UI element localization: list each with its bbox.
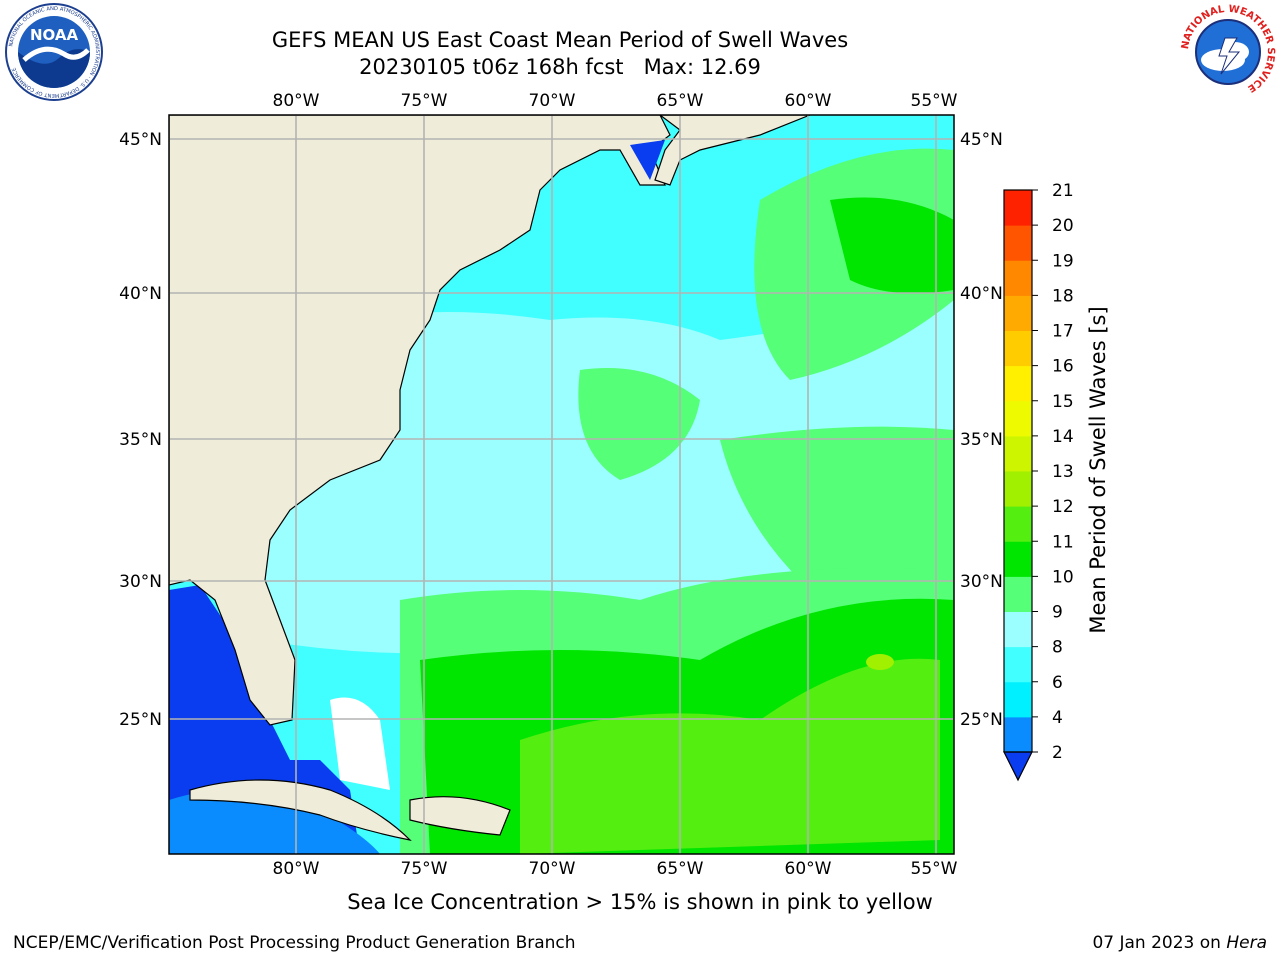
lat-label-right-40n: 40°N — [960, 284, 1003, 304]
map-area — [169, 115, 954, 854]
lon-label-bottom-70w: 70°W — [529, 859, 576, 879]
colorbar-segment — [1004, 471, 1032, 507]
lat-label-right-30n: 30°N — [960, 572, 1003, 592]
forecast-info: 20230105 t06z 168h fcst Max: 12.69 — [359, 55, 761, 79]
colorbar: 2 4 6 8 9 10 11 12 13 14 15 16 17 18 19 20 21 — [1003, 181, 1074, 782]
colorbar-segment — [1004, 681, 1032, 718]
colorbar-segment — [1004, 190, 1032, 226]
bahamas-no-data — [330, 697, 390, 790]
lon-label-bottom-65w: 65°W — [657, 859, 704, 879]
colorbar-tick-label: 19 — [1052, 251, 1074, 271]
colorbar-extend-triangle — [1003, 751, 1033, 782]
lon-label-top-75w: 75°W — [401, 91, 448, 111]
bay-of-fundy-low-period — [630, 140, 665, 180]
colorbar-segment — [1004, 295, 1032, 331]
lon-label-top-65w: 65°W — [657, 91, 704, 111]
colorbar-segment — [1004, 611, 1032, 648]
swell-zone-11-12s — [520, 658, 940, 854]
colorbar-tick-label: 4 — [1052, 708, 1063, 728]
hispaniola-landmass — [409, 796, 511, 836]
swell-zone-9-10s-east — [720, 426, 954, 600]
colorbar-title: Mean Period of Swell Waves [s] — [1086, 306, 1110, 633]
cuba-landmass — [189, 779, 412, 841]
nws-logo: NATIONAL WEATHER SERVICE — [1180, 4, 1276, 100]
map-subtitle: 20230105 t06z 168h fcst Max: 12.69 — [160, 54, 960, 80]
swell-zone-10-11s-ne — [830, 197, 954, 294]
lat-label-left-30n: 30°N — [119, 572, 162, 592]
colorbar-tick-label: 6 — [1052, 673, 1063, 693]
colorbar-tick-label: 10 — [1052, 567, 1074, 587]
colorbar-tick-label: 2 — [1052, 743, 1063, 763]
caribbean-low-period — [169, 790, 380, 854]
colorbar-tick-label: 8 — [1052, 638, 1063, 658]
lat-label-left-25n: 25°N — [119, 710, 162, 730]
lon-label-top-80w: 80°W — [273, 91, 320, 111]
gridlines — [169, 115, 954, 854]
lat-label-right-25n: 25°N — [960, 710, 1003, 730]
nova-scotia-landmass — [654, 115, 811, 186]
lon-label-bottom-75w: 75°W — [401, 859, 448, 879]
colorbar-tick-label: 9 — [1052, 603, 1063, 623]
colorbar-tick-label: 21 — [1052, 181, 1074, 201]
lon-label-top-60w: 60°W — [785, 91, 832, 111]
lat-label-left-45n: 45°N — [119, 130, 162, 150]
swell-max-patch — [866, 654, 894, 670]
colorbar-tick-label: 17 — [1052, 322, 1074, 342]
swell-zone-9-10s-mid — [578, 368, 700, 480]
colorbar-tick-label: 16 — [1052, 357, 1074, 377]
colorbar-tick-label: 20 — [1052, 216, 1074, 236]
colorbar-tick-label: 18 — [1052, 286, 1074, 306]
swell-zone-8-9s — [258, 300, 954, 654]
lat-label-left-35n: 35°N — [119, 430, 162, 450]
lat-label-left-40n: 40°N — [119, 284, 162, 304]
colorbar-tick-label: 11 — [1052, 532, 1074, 552]
map-title: GEFS MEAN US East Coast Mean Period of S… — [271, 28, 849, 52]
lon-label-bottom-80w: 80°W — [273, 859, 320, 879]
lon-label-top-70w: 70°W — [529, 91, 576, 111]
colorbar-segment — [1004, 506, 1032, 542]
us-landmass — [169, 115, 671, 726]
lat-label-right-45n: 45°N — [960, 130, 1003, 150]
colorbar-tick-label: 14 — [1052, 427, 1074, 447]
colorbar-segment — [1004, 365, 1032, 402]
machine-name: Hera — [1226, 933, 1267, 953]
lon-label-top-55w: 55°W — [911, 91, 958, 111]
colorbar-tick-label: 15 — [1052, 392, 1074, 412]
colorbar-segment — [1004, 260, 1032, 296]
colorbar-segment — [1004, 225, 1032, 261]
date-line: 07 Jan 2023 on Hera — [1092, 933, 1267, 953]
map-frame — [168, 114, 955, 855]
colorbar-segment — [1004, 541, 1032, 577]
colorbar-segment — [1004, 400, 1032, 437]
noaa-logo: NOAA NATIONAL OCEANIC AND ATMOSPHERIC AD… — [5, 3, 103, 101]
colorbar-tick-label: 13 — [1052, 462, 1074, 482]
colorbar-segment — [1004, 576, 1032, 612]
colorbar-tick-label: 12 — [1052, 497, 1074, 517]
lon-label-bottom-60w: 60°W — [785, 859, 832, 879]
colorbar-segment — [1004, 646, 1032, 683]
run-date: 07 Jan 2023 on — [1092, 933, 1221, 953]
lon-label-bottom-55w: 55°W — [911, 859, 958, 879]
colorbar-segment — [1004, 435, 1032, 472]
colorbar-segment — [1004, 330, 1032, 367]
lat-label-right-35n: 35°N — [960, 430, 1003, 450]
noaa-logo-text: NOAA — [30, 26, 79, 44]
colorbar-segment — [1004, 716, 1032, 753]
sea-ice-note: Sea Ice Concentration > 15% is shown in … — [347, 890, 933, 914]
credit-line: NCEP/EMC/Verification Post Processing Pr… — [13, 933, 576, 953]
